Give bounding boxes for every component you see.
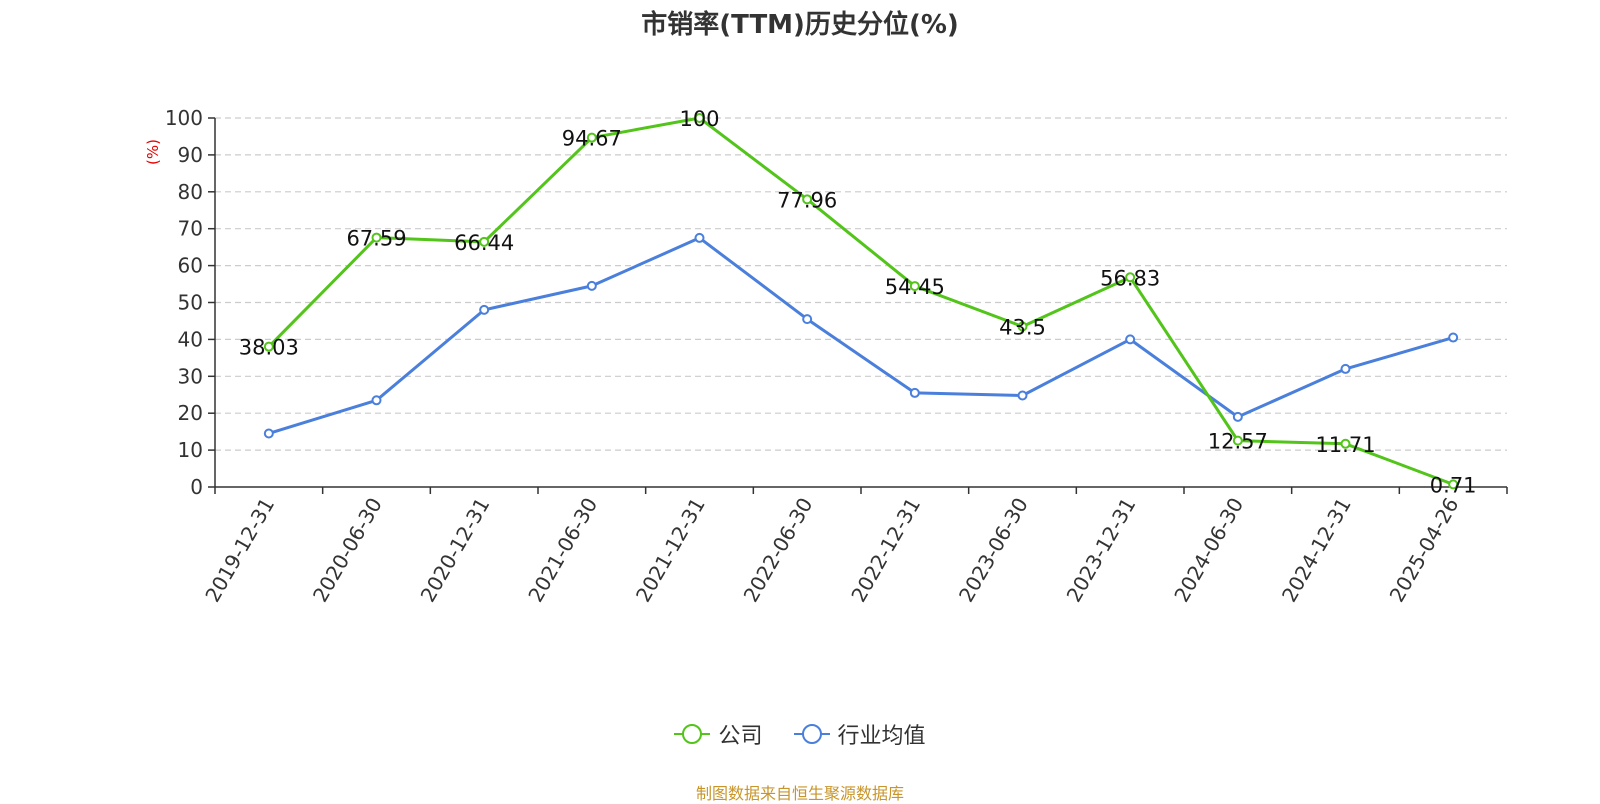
- x-tick-label: 2020-12-31: [416, 494, 495, 607]
- y-tick-label: 20: [178, 401, 203, 425]
- x-tick-label: 2024-12-31: [1277, 494, 1356, 607]
- data-point: [1340, 363, 1351, 374]
- y-tick-label: 100: [165, 106, 203, 130]
- data-label: 100: [679, 107, 719, 131]
- data-label: 56.83: [1100, 266, 1160, 290]
- axes: 0 10 20 30 40 50 60 70 80 90 100 2019-12-31 2020-06-…: [165, 106, 1508, 607]
- data-point: [1232, 435, 1243, 446]
- series-line: [268, 236, 1454, 435]
- data-labels: 38.03 67.59 66.44 94.67 100 77.96 54.45 43.5 56.…: [239, 107, 1477, 497]
- legend-company-label: 公司: [718, 724, 763, 749]
- data-point: [479, 304, 490, 315]
- y-axis-unit-label: (%): [144, 139, 162, 165]
- y-tick-label: 90: [178, 143, 203, 167]
- x-tick-label: 2022-12-31: [846, 494, 925, 607]
- y-tick-label: 50: [178, 291, 203, 315]
- data-point: [1448, 332, 1459, 343]
- legend: 公司 行业均值: [0, 718, 1600, 750]
- data-point: [1125, 272, 1136, 283]
- data-point: [1232, 411, 1243, 422]
- data-label: 0.71: [1430, 473, 1477, 497]
- data-label: 77.96: [777, 188, 837, 212]
- data-label: 54.45: [885, 275, 945, 299]
- chart-title: 市销率(TTM)历史分位(%): [641, 10, 959, 40]
- x-tick-label: 2020-06-30: [308, 494, 387, 607]
- x-tick-label: 2021-12-31: [631, 494, 710, 607]
- data-point: [909, 281, 920, 292]
- data-label: 43.5: [999, 315, 1046, 339]
- data-point: [1340, 438, 1351, 449]
- x-tick-label: 2023-12-31: [1062, 494, 1141, 607]
- data-point: [263, 341, 274, 352]
- y-tick-label: 10: [178, 438, 203, 462]
- data-label: 66.44: [454, 231, 514, 255]
- data-point: [909, 387, 920, 398]
- x-tick-label: 2023-06-30: [954, 494, 1033, 607]
- data-point: [586, 132, 597, 143]
- data-label: 38.03: [239, 336, 299, 360]
- x-tick-label: 2019-12-31: [200, 494, 279, 607]
- y-tick-label: 0: [190, 475, 203, 499]
- grid-lines: [215, 117, 1507, 451]
- x-tick-label: 2021-06-30: [523, 494, 602, 607]
- legend-company-icon: [674, 724, 711, 744]
- data-point: [1017, 390, 1028, 401]
- y-tick-label: 30: [178, 364, 203, 388]
- data-label: 94.67: [562, 127, 622, 151]
- data-point: [1448, 479, 1459, 490]
- x-tick-label: 2024-06-30: [1169, 494, 1248, 607]
- data-point: [263, 428, 274, 439]
- legend-item-company[interactable]: 公司: [674, 718, 763, 750]
- data-point: [1125, 334, 1136, 345]
- legend-item-industry-average[interactable]: 行业均值: [793, 718, 926, 750]
- x-tick-label: 2025-04-26: [1385, 494, 1464, 607]
- data-point: [802, 314, 813, 325]
- y-tick-label: 60: [178, 254, 203, 278]
- y-tick-label: 80: [178, 180, 203, 204]
- data-point: [371, 395, 382, 406]
- data-point: [694, 232, 705, 243]
- legend-industry-icon: [793, 724, 830, 744]
- data-point: [586, 280, 597, 291]
- data-point: [694, 113, 705, 123]
- data-label: 11.71: [1315, 433, 1375, 457]
- data-label: 67.59: [346, 227, 406, 251]
- data-label: 12.57: [1208, 430, 1268, 454]
- data-point: [1017, 321, 1028, 332]
- data-point: [802, 194, 813, 205]
- series: [263, 113, 1459, 490]
- y-tick-label: 70: [178, 217, 203, 241]
- y-tick-label: 40: [178, 327, 203, 351]
- data-source-note: 制图数据来自恒生聚源数据库: [695, 784, 904, 803]
- data-point: [479, 236, 490, 247]
- x-tick-label: 2022-06-30: [739, 494, 818, 607]
- legend-industry-label: 行业均值: [837, 724, 926, 749]
- data-point: [371, 232, 382, 243]
- series-line: [267, 116, 1454, 486]
